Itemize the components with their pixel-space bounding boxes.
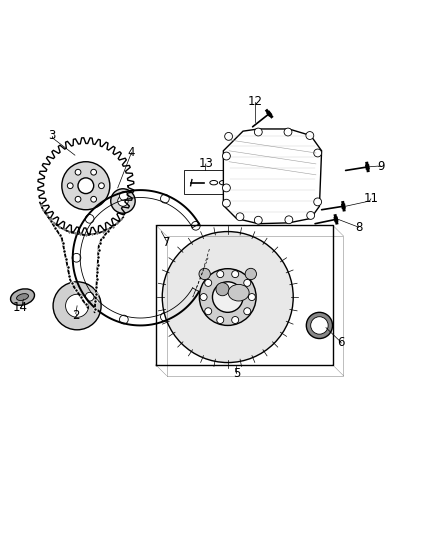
Text: 8: 8 <box>355 221 362 233</box>
Circle shape <box>72 253 81 262</box>
Circle shape <box>66 294 88 317</box>
Circle shape <box>284 128 292 136</box>
Text: 3: 3 <box>49 129 56 142</box>
Circle shape <box>118 196 128 206</box>
Circle shape <box>223 184 230 192</box>
Circle shape <box>199 268 210 280</box>
Ellipse shape <box>228 285 249 301</box>
Circle shape <box>232 271 239 278</box>
Polygon shape <box>223 129 321 224</box>
Circle shape <box>223 199 230 207</box>
Text: 2: 2 <box>72 309 80 322</box>
Circle shape <box>111 189 135 213</box>
Circle shape <box>78 178 94 193</box>
Circle shape <box>205 279 212 286</box>
Ellipse shape <box>237 179 244 186</box>
Circle shape <box>199 269 256 326</box>
Ellipse shape <box>219 181 227 185</box>
Circle shape <box>217 317 224 324</box>
Circle shape <box>62 161 110 210</box>
Circle shape <box>67 183 73 189</box>
Circle shape <box>85 292 94 301</box>
Circle shape <box>91 196 96 202</box>
Circle shape <box>223 152 230 160</box>
Circle shape <box>245 268 257 280</box>
Circle shape <box>311 317 328 334</box>
Circle shape <box>160 195 169 203</box>
Text: 11: 11 <box>364 192 378 205</box>
Text: 7: 7 <box>163 236 170 249</box>
Text: 9: 9 <box>377 159 384 173</box>
Bar <box>184 171 245 195</box>
Circle shape <box>225 133 233 140</box>
Circle shape <box>254 128 262 136</box>
Circle shape <box>236 213 244 221</box>
Circle shape <box>248 294 255 301</box>
Circle shape <box>244 308 251 314</box>
Text: 12: 12 <box>247 95 262 108</box>
Text: 5: 5 <box>233 367 240 380</box>
Text: 6: 6 <box>338 336 345 350</box>
Circle shape <box>75 169 81 175</box>
Circle shape <box>99 183 104 189</box>
Circle shape <box>75 196 81 202</box>
Circle shape <box>285 216 293 224</box>
Text: 14: 14 <box>13 302 28 314</box>
Circle shape <box>162 231 293 362</box>
Circle shape <box>212 282 243 312</box>
Circle shape <box>91 169 96 175</box>
Circle shape <box>120 315 128 324</box>
Circle shape <box>205 308 212 314</box>
Circle shape <box>244 279 251 286</box>
Circle shape <box>120 192 128 200</box>
Text: 4: 4 <box>127 146 134 159</box>
Circle shape <box>306 312 332 338</box>
Circle shape <box>314 149 321 157</box>
Ellipse shape <box>11 289 35 305</box>
Circle shape <box>314 198 321 206</box>
Circle shape <box>216 282 229 296</box>
Circle shape <box>160 312 169 321</box>
Circle shape <box>254 216 262 224</box>
Circle shape <box>191 285 200 294</box>
Circle shape <box>85 214 94 223</box>
Circle shape <box>232 317 239 324</box>
Ellipse shape <box>17 294 28 301</box>
Circle shape <box>307 212 314 220</box>
Ellipse shape <box>228 181 236 185</box>
Ellipse shape <box>210 181 218 185</box>
Circle shape <box>200 294 207 301</box>
Circle shape <box>217 271 224 278</box>
Circle shape <box>191 221 200 230</box>
Text: 13: 13 <box>198 157 213 171</box>
Circle shape <box>306 132 314 140</box>
Circle shape <box>53 282 101 330</box>
